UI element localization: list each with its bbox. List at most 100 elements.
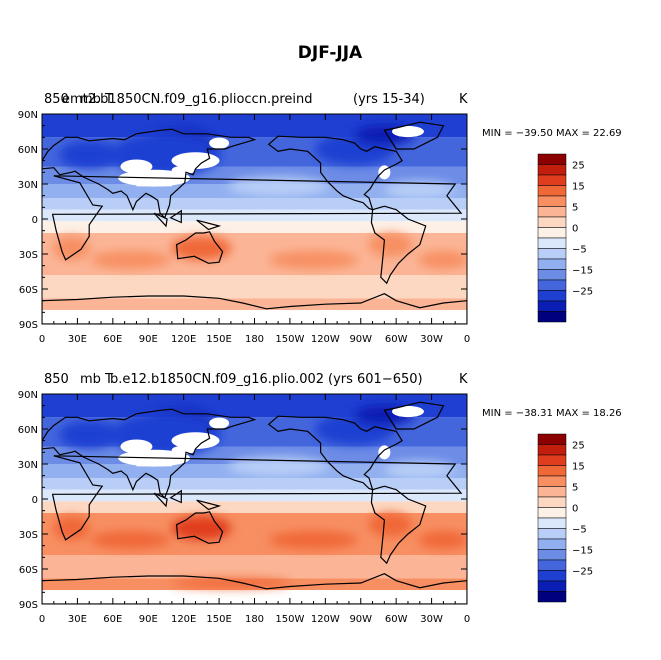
lon-tick-label: 90E [139, 614, 158, 625]
lon-tick-label: 30W [420, 334, 443, 345]
panel-bottom-variable-label: mb T [80, 372, 113, 387]
colorbar-label: −25 [572, 287, 593, 298]
colorbar-swatch [537, 227, 567, 239]
lat-tick-label: 60N [18, 145, 38, 156]
panel-top-years-label: (yrs 15-34) [353, 92, 425, 107]
lat-tick-label: 0 [32, 215, 38, 226]
colorbar-swatch [537, 195, 567, 207]
map-field-top [42, 114, 467, 324]
panel-bottom-level-label: 850 [44, 372, 69, 387]
colorbar-swatch [537, 559, 567, 571]
colorbar-label: −15 [572, 546, 593, 557]
panel-top-units: K [459, 92, 468, 107]
colorbar-bottom: 25 15 5 0 −5 −15 −25 [537, 433, 593, 603]
lon-tick-label: 150W [275, 334, 304, 345]
lat-axis-top: 90N 60N 30N 0 30S 60S 90S [18, 110, 467, 331]
lon-tick-label: 120W [311, 614, 340, 625]
panel-top-minmax: MIN = −39.50 MAX = 22.69 [482, 128, 622, 139]
colorbar-swatch [537, 454, 567, 466]
colorbar-swatch [537, 486, 567, 498]
lon-tick-label: 90W [349, 614, 372, 625]
lat-tick-label: 30N [18, 180, 38, 191]
colorbar-label: 15 [572, 462, 585, 473]
lat-tick-label: 90S [19, 320, 38, 331]
colorbar-swatch [537, 164, 567, 176]
lon-axis-top: 0 30E 60E 90E 120E 150E 180 150W 120W 90W 60W 30W 0 [39, 114, 470, 345]
map-panel-top: 850 mb T emt2.b1850CN.f09_g16.plioccn.pr… [18, 92, 622, 345]
lon-tick-label: 150E [206, 614, 231, 625]
colorbar-swatch [537, 517, 567, 529]
colorbar-label: −15 [572, 266, 593, 277]
panel-bottom-minmax: MIN = −38.31 MAX = 18.26 [482, 408, 622, 419]
colorbar-swatch [537, 290, 567, 302]
colorbar-swatch [537, 206, 567, 218]
lat-tick-label: 60S [19, 285, 38, 296]
colorbar-label: 0 [572, 224, 578, 235]
lon-tick-label: 180 [245, 334, 264, 345]
colorbar-label: 15 [572, 182, 585, 193]
lat-tick-label: 60S [19, 565, 38, 576]
colorbar-swatch [537, 174, 567, 186]
colorbar-swatch [537, 216, 567, 228]
colorbar-swatch [537, 300, 567, 312]
colorbar-swatch [537, 258, 567, 270]
panel-top-case-label: emt2.b1850CN.f09_g16.plioccn.preind [62, 92, 313, 107]
lon-tick-label: 60E [103, 614, 122, 625]
colorbar-label: −5 [572, 525, 587, 536]
colorbar-swatch [537, 311, 567, 323]
figure-title: DJF-JJA [298, 43, 363, 63]
lat-tick-label: 30S [19, 530, 38, 541]
lat-tick-label: 90N [18, 110, 38, 121]
colorbar-label: 5 [572, 203, 578, 214]
colorbar-swatch [537, 528, 567, 540]
colorbar-label: 25 [572, 161, 585, 172]
lon-tick-label: 150E [206, 334, 231, 345]
lat-axis-bottom: 90N 60N 30N 0 30S 60S 90S [18, 390, 467, 611]
panel-bottom-case-label: b.e12.b1850CN.f09_g16.plio.002 [110, 372, 324, 387]
lon-tick-label: 90W [349, 334, 372, 345]
colorbar-swatch [537, 549, 567, 561]
lon-tick-label: 0 [39, 614, 45, 625]
colorbar-label: 5 [572, 483, 578, 494]
colorbar-swatch [537, 248, 567, 260]
colorbar-label: 25 [572, 441, 585, 452]
lat-tick-label: 30S [19, 250, 38, 261]
lon-tick-label: 0 [39, 334, 45, 345]
map-panel-bottom: 850 mb T b.e12.b1850CN.f09_g16.plio.002 … [18, 372, 622, 625]
panel-top-level-label: 850 [44, 92, 69, 107]
lon-tick-label: 120W [311, 334, 340, 345]
lat-tick-label: 90S [19, 600, 38, 611]
panel-bottom-units: K [459, 372, 468, 387]
colorbar-swatch [537, 538, 567, 550]
lon-tick-label: 30E [68, 614, 87, 625]
colorbar-swatch [537, 269, 567, 281]
colorbar-swatch [537, 465, 567, 477]
lon-tick-label: 120E [171, 614, 196, 625]
lat-tick-label: 60N [18, 425, 38, 436]
panel-bottom-years-label: (yrs 601−650) [328, 372, 423, 387]
lat-tick-label: 30N [18, 460, 38, 471]
colorbar-swatch [537, 237, 567, 249]
colorbar-label: −25 [572, 567, 593, 578]
colorbar-swatch [537, 185, 567, 197]
colorbar-swatch [537, 591, 567, 603]
colorbar-swatch [537, 433, 567, 445]
lon-tick-label: 0 [464, 334, 470, 345]
coastlines-bottom [42, 401, 467, 604]
lon-tick-label: 150W [275, 614, 304, 625]
lon-tick-label: 30W [420, 614, 443, 625]
lon-tick-label: 120E [171, 334, 196, 345]
colorbar-swatch [537, 570, 567, 582]
colorbar-swatch [537, 153, 567, 165]
colorbar-swatch [537, 279, 567, 291]
coastlines-top [42, 121, 467, 324]
lon-tick-label: 60E [103, 334, 122, 345]
map-field-bottom [42, 394, 467, 604]
lon-tick-label: 90E [139, 334, 158, 345]
lon-tick-label: 60W [385, 334, 408, 345]
lat-tick-label: 0 [32, 495, 38, 506]
lon-tick-label: 180 [245, 614, 264, 625]
lon-tick-label: 0 [464, 614, 470, 625]
lat-tick-label: 90N [18, 390, 38, 401]
colorbar-swatch [537, 580, 567, 592]
